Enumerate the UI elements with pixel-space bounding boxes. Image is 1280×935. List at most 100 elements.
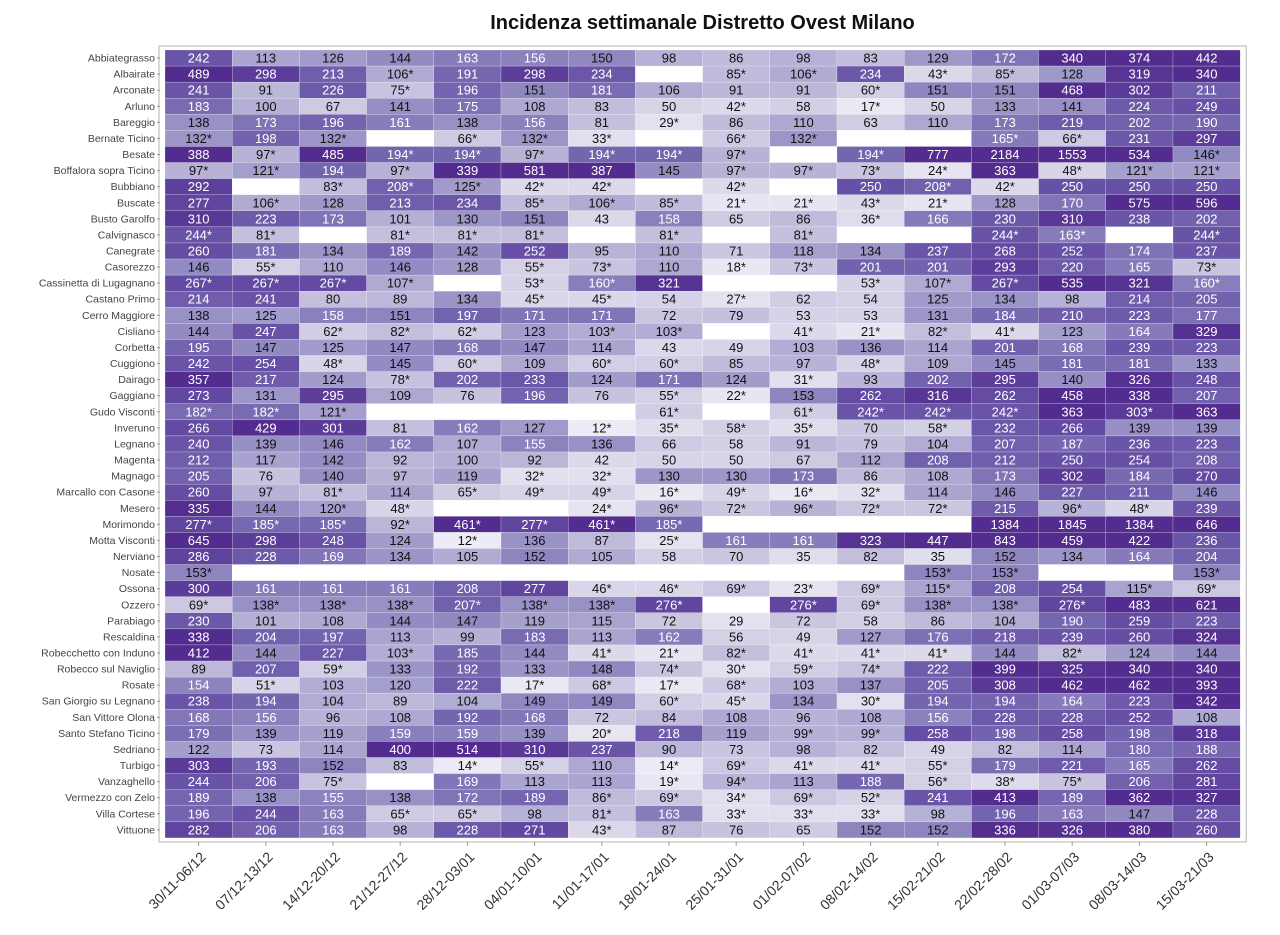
cell-value: 50: [729, 453, 743, 468]
row-label: Cerro Maggiore: [82, 310, 155, 322]
cell-value: 227: [1061, 485, 1083, 500]
cell-value: 298: [255, 67, 277, 82]
cell-value: 119: [457, 469, 478, 484]
cell-value: 83: [393, 758, 407, 773]
row-label: Inveruno: [114, 422, 155, 434]
row-label: Arluno: [125, 101, 156, 113]
cell-value: 219: [1061, 115, 1083, 130]
cell-value: 99: [460, 629, 474, 644]
row-label: Gaggiano: [109, 390, 155, 402]
cell-value: 72*: [928, 501, 948, 516]
cell-value: 126: [322, 51, 344, 66]
cell-value: 106*: [387, 67, 414, 82]
heatmap-cell: [769, 178, 838, 195]
cell-value: 29*: [659, 115, 679, 130]
cell-value: 141: [389, 99, 411, 114]
cell-value: 25*: [659, 533, 679, 548]
cell-value: 87: [595, 533, 609, 548]
cell-value: 73: [729, 742, 743, 757]
heatmap-cell: [702, 564, 770, 581]
cell-value: 45*: [726, 694, 746, 709]
cell-value: 250: [1061, 453, 1083, 468]
cell-value: 48*: [1130, 501, 1150, 516]
cell-value: 223: [1129, 308, 1151, 323]
cell-value: 84: [662, 710, 676, 725]
cell-value: 48*: [390, 501, 410, 516]
cell-value: 33*: [726, 806, 746, 821]
cell-value: 374: [1129, 51, 1151, 66]
row-label: Bareggio: [113, 117, 155, 129]
cell-value: 250: [1129, 179, 1151, 194]
cell-value: 489: [188, 67, 210, 82]
cell-value: 258: [1061, 726, 1083, 741]
cell-value: 117: [255, 453, 276, 468]
cell-value: 242*: [992, 404, 1019, 419]
cell-value: 236: [1129, 436, 1151, 451]
column-label: 01/03-07/03: [1018, 849, 1082, 913]
heatmap-cell: [702, 323, 770, 340]
cell-value: 99*: [794, 726, 814, 741]
cell-value: 179: [188, 726, 210, 741]
cell-value: 96*: [659, 501, 679, 516]
cell-value: 266: [188, 420, 210, 435]
cell-value: 125: [255, 308, 277, 323]
cell-value: 149: [591, 694, 613, 709]
cell-value: 30*: [861, 694, 881, 709]
cell-value: 16*: [659, 485, 679, 500]
cell-value: 323: [860, 533, 882, 548]
cell-value: 125*: [454, 179, 481, 194]
cell-value: 83: [863, 51, 877, 66]
cell-value: 46*: [659, 581, 679, 596]
cell-value: 85: [729, 356, 743, 371]
cell-value: 110: [793, 115, 814, 130]
cell-value: 140: [1061, 372, 1083, 387]
cell-value: 74*: [659, 662, 679, 677]
cell-value: 201: [994, 340, 1016, 355]
column-label: 21/12-27/12: [346, 849, 410, 913]
cell-value: 777: [927, 147, 949, 162]
cell-value: 201: [927, 260, 949, 275]
cell-value: 55*: [525, 260, 545, 275]
heatmap-cell: [500, 500, 569, 517]
cell-value: 145: [658, 163, 680, 178]
cell-value: 138: [457, 115, 479, 130]
cell-value: 250: [860, 179, 882, 194]
heatmap-cell: [433, 500, 502, 517]
cell-value: 98: [1065, 292, 1079, 307]
cell-value: 165: [1129, 260, 1151, 275]
cell-value: 55*: [256, 260, 276, 275]
cell-value: 399: [994, 662, 1016, 677]
column-label: 18/01-24/01: [615, 849, 679, 913]
cell-value: 298: [524, 67, 546, 82]
cell-value: 115*: [1127, 581, 1153, 596]
cell-value: 468: [1061, 83, 1083, 98]
cell-value: 324: [1196, 629, 1218, 644]
cell-value: 106*: [252, 195, 279, 210]
cell-value: 207: [1196, 388, 1218, 403]
cell-value: 147: [389, 340, 411, 355]
cell-value: 342: [1196, 694, 1218, 709]
cell-value: 72: [796, 613, 810, 628]
cell-value: 242*: [857, 404, 884, 419]
cell-value: 81*: [525, 227, 545, 242]
cell-value: 61*: [659, 404, 679, 419]
cell-value: 114: [1062, 742, 1083, 757]
cell-value: 17*: [659, 678, 679, 693]
cell-value: 160*: [588, 276, 615, 291]
cell-value: 72*: [726, 501, 746, 516]
heatmap-cell: [433, 403, 502, 421]
row-label: Vittuone: [117, 824, 155, 836]
cell-value: 17*: [525, 678, 545, 693]
cell-value: 146: [389, 260, 411, 275]
row-label: Villa Cortese: [96, 808, 155, 820]
cell-value: 109: [524, 356, 546, 371]
cell-value: 20*: [592, 726, 612, 741]
cell-value: 316: [927, 388, 949, 403]
cell-value: 81*: [592, 806, 612, 821]
cell-value: 380: [1129, 822, 1151, 837]
cell-value: 1553: [1058, 147, 1087, 162]
heatmap-cell: [702, 516, 770, 533]
cell-value: 101: [255, 613, 277, 628]
cell-value: 85*: [995, 67, 1015, 82]
cell-value: 340: [1061, 51, 1083, 66]
